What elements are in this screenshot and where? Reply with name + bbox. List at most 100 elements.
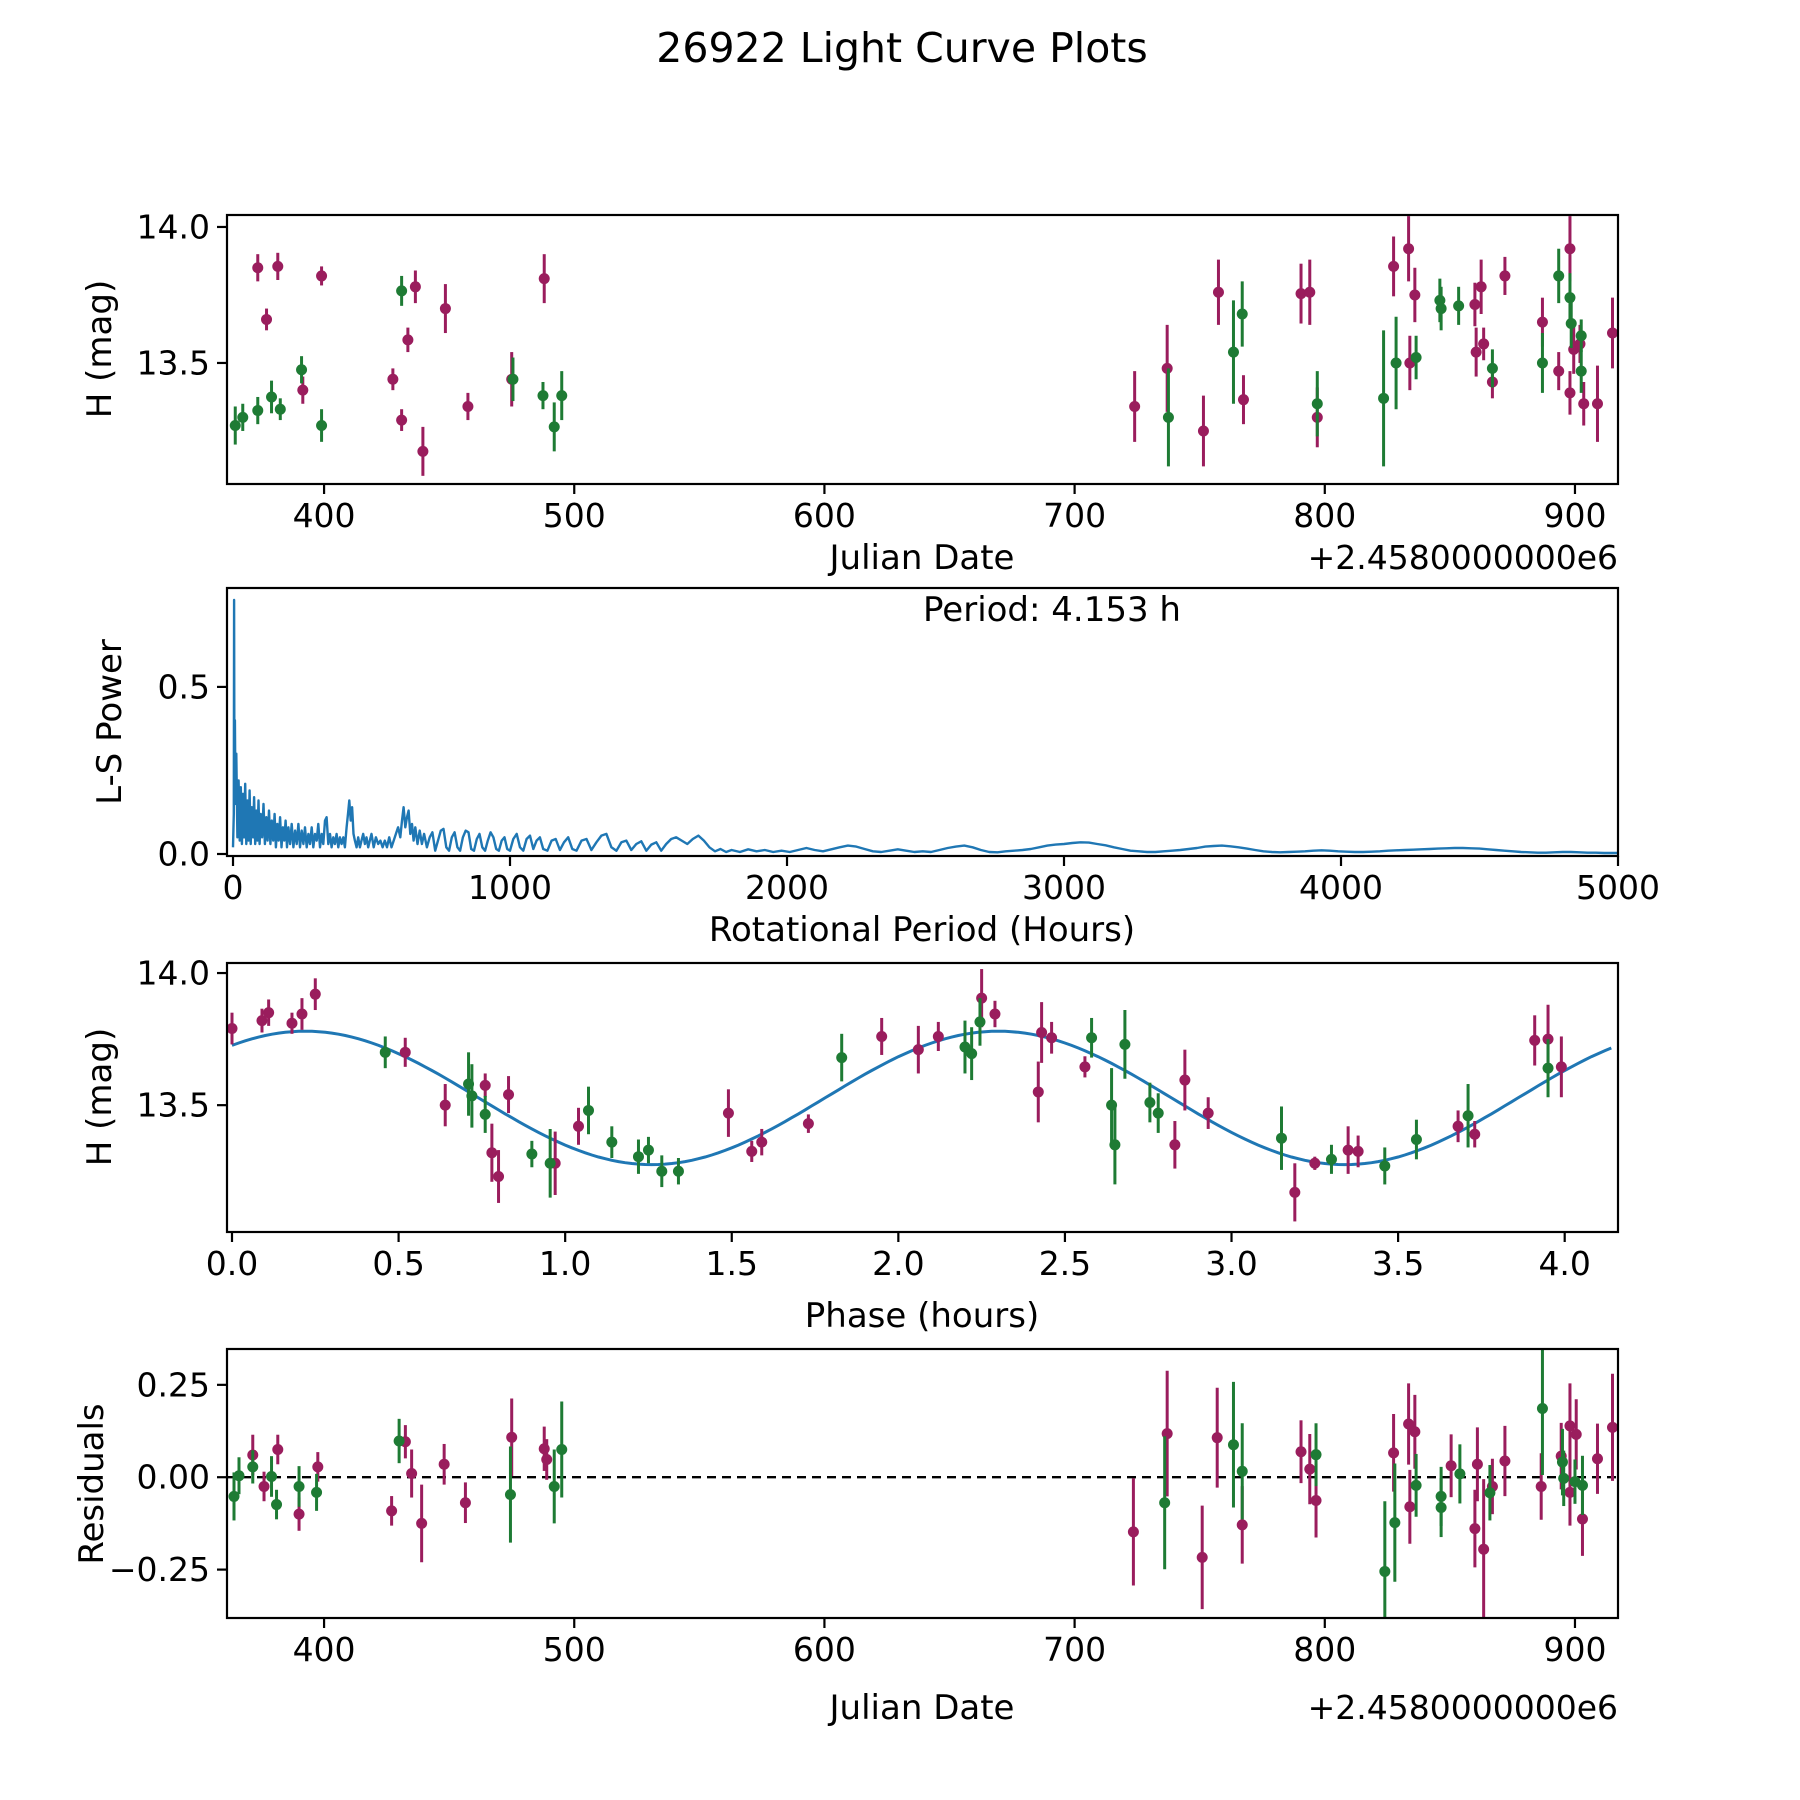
x-tick-label: 900 xyxy=(1543,1630,1606,1669)
y-tick-label: 14.0 xyxy=(137,954,210,993)
data-point xyxy=(309,988,321,1000)
data-point xyxy=(406,1468,418,1480)
data-point xyxy=(396,414,408,426)
data-point xyxy=(1236,1519,1248,1531)
axes-box xyxy=(225,586,1620,858)
data-point xyxy=(1211,1432,1223,1444)
x-tick-label: 500 xyxy=(543,496,606,535)
series-maroon xyxy=(247,1370,1618,1618)
data-point xyxy=(1553,365,1565,377)
data-point xyxy=(503,1089,515,1101)
data-point xyxy=(297,384,309,396)
data-point xyxy=(1403,243,1415,255)
data-point xyxy=(252,262,264,274)
data-point xyxy=(1470,346,1482,358)
data-point xyxy=(1304,1463,1316,1475)
data-point xyxy=(296,1008,308,1020)
data-point xyxy=(1410,352,1422,364)
y-tick-label: 0.00 xyxy=(137,1458,210,1497)
data-point xyxy=(1179,1074,1191,1086)
data-point xyxy=(1536,316,1548,328)
data-point xyxy=(1555,1061,1567,1073)
y-tick-label: −0.25 xyxy=(109,1550,210,1589)
data-point xyxy=(399,1046,411,1058)
data-point xyxy=(296,364,308,376)
data-point xyxy=(548,421,560,433)
data-point xyxy=(1410,1479,1422,1491)
data-point xyxy=(1564,1420,1576,1432)
x-tick-label: 0.5 xyxy=(372,1244,424,1283)
data-point xyxy=(316,420,328,432)
x-tick-label: 3.5 xyxy=(1372,1244,1424,1283)
data-point xyxy=(656,1165,668,1177)
data-point xyxy=(387,373,399,385)
plot4-axis-offset-text: +2.4580000000e6 xyxy=(1307,1688,1618,1727)
y-tick-label: 14.0 xyxy=(137,207,210,246)
x-tick-label: 1.0 xyxy=(539,1244,591,1283)
y-tick-label: 0.0 xyxy=(158,834,210,873)
data-point xyxy=(932,1030,944,1042)
data-point xyxy=(1342,1144,1354,1156)
phased-light-curve: 0.0 0.5 1.0 1.5 2.0 2.5 3.0 3.5 4.0 14.0 13.5 xyxy=(137,954,1620,1283)
residuals-plot-data-area xyxy=(227,1349,1618,1618)
data-point xyxy=(1452,1120,1464,1132)
data-point xyxy=(1236,1465,1248,1477)
data-point xyxy=(1390,357,1402,369)
data-point xyxy=(1409,1426,1421,1438)
x-tick-label: 4000 xyxy=(1299,868,1383,907)
data-point xyxy=(256,1015,268,1027)
data-point xyxy=(526,1148,538,1160)
data-point xyxy=(541,1453,553,1465)
x-tick-label: 3000 xyxy=(1022,868,1106,907)
data-point xyxy=(1196,1551,1208,1563)
data-point xyxy=(556,1444,568,1456)
data-point xyxy=(966,1048,978,1060)
data-point xyxy=(409,281,421,293)
axes-box xyxy=(225,1347,1620,1620)
data-point xyxy=(1564,243,1576,255)
plot1-ylabel: H (mag) xyxy=(80,279,120,419)
figure-title: 26922 Light Curve Plots xyxy=(656,24,1148,72)
data-point xyxy=(272,1444,284,1456)
data-point xyxy=(1553,270,1565,282)
residuals-plot: 400 500 600 700 800 900 0.25 0.00 −0.25 xyxy=(109,1347,1620,1669)
data-point xyxy=(439,1099,451,1111)
data-point xyxy=(466,1090,478,1102)
data-point xyxy=(1197,425,1209,437)
plot2-ylabel: L-S Power xyxy=(90,639,130,805)
data-point xyxy=(459,1497,471,1509)
data-point xyxy=(1403,1418,1415,1430)
x-tick-label: 5000 xyxy=(1576,868,1660,907)
phased-light-curve-data-area xyxy=(227,969,1612,1222)
data-point xyxy=(316,270,328,282)
data-point xyxy=(247,1461,259,1473)
data-point xyxy=(1159,1497,1171,1509)
data-point xyxy=(1237,394,1249,406)
series-maroon xyxy=(252,216,1618,476)
data-point xyxy=(286,1017,298,1029)
data-point xyxy=(1311,398,1323,410)
data-point xyxy=(1542,1062,1554,1074)
data-point xyxy=(1529,1034,1541,1046)
y-tick-label: 13.5 xyxy=(137,1086,210,1125)
data-point xyxy=(1469,298,1481,310)
data-point xyxy=(1575,330,1587,342)
data-point xyxy=(266,391,278,403)
data-point xyxy=(1469,1523,1481,1535)
data-point xyxy=(1409,289,1421,301)
x-tick-label: 400 xyxy=(293,1630,356,1669)
y-tick-label: 0.25 xyxy=(137,1365,210,1404)
x-tick-label: 2000 xyxy=(745,868,829,907)
data-point xyxy=(1212,286,1224,298)
data-point xyxy=(1535,1480,1547,1492)
data-point xyxy=(1453,300,1465,312)
jd-light-curve: 400 500 600 700 800 900 14.0 13.5 xyxy=(137,207,1620,535)
x-tick-label: 0.0 xyxy=(206,1244,258,1283)
data-point xyxy=(1325,1153,1337,1165)
data-point xyxy=(1046,1032,1058,1044)
data-point xyxy=(416,1517,428,1529)
data-point xyxy=(1454,1468,1466,1480)
data-point xyxy=(1486,362,1498,374)
data-point xyxy=(912,1044,924,1056)
data-point xyxy=(537,390,549,402)
